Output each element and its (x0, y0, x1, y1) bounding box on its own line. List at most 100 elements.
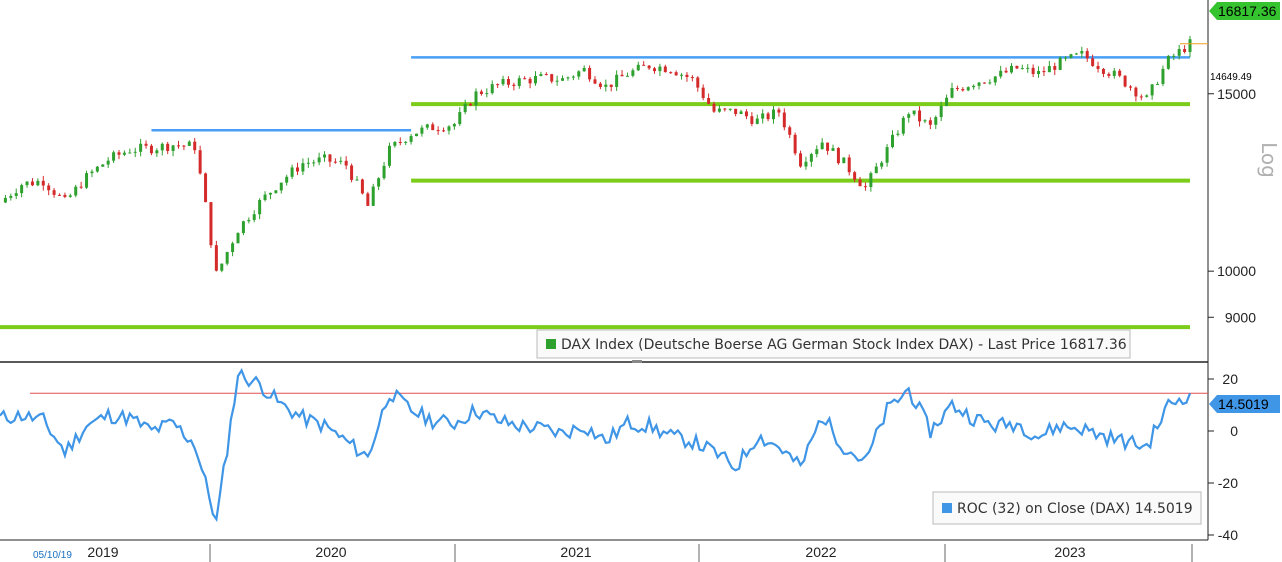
roc-y-tick-label: -20 (1218, 475, 1238, 491)
candle-body (1139, 96, 1143, 98)
candle-body (393, 142, 397, 146)
candle-body (555, 80, 559, 82)
candle-body (1080, 51, 1084, 54)
candle-body (539, 74, 543, 76)
candle-body (360, 179, 364, 194)
candle-body (582, 67, 586, 72)
candle-body (723, 108, 727, 110)
candle-body (247, 219, 251, 222)
candle-body (690, 77, 694, 79)
candle-body (333, 161, 337, 163)
candle-body (788, 127, 792, 135)
candle-body (355, 179, 359, 181)
candle-body (1069, 54, 1073, 58)
candle-body (528, 78, 532, 84)
candle-body (1129, 86, 1132, 88)
candle-body (766, 113, 770, 120)
candle-body (793, 134, 797, 154)
candle-body (1134, 87, 1138, 97)
candle-body (701, 87, 705, 99)
candle-body (490, 84, 494, 94)
roc-legend[interactable]: ROC (32) on Close (DAX) 14.5019 (932, 491, 1202, 525)
last-price-tag-bg (1209, 2, 1280, 20)
candle-body (1085, 51, 1089, 59)
candle-body (561, 78, 565, 81)
candle-body (1177, 49, 1181, 56)
candle-body (101, 164, 105, 167)
candle-body (874, 166, 878, 174)
candle-body (36, 180, 40, 186)
candle-body (945, 97, 949, 106)
candle-body (312, 162, 316, 164)
candle-body (63, 194, 67, 197)
roc-y-tick-label: -40 (1218, 527, 1238, 543)
candle-body (139, 143, 143, 152)
panel-resize-handle[interactable] (632, 360, 642, 363)
x-year-label: 2022 (805, 544, 836, 560)
candle-body (1156, 83, 1160, 85)
candle-body (761, 113, 765, 119)
candle-body (739, 111, 743, 114)
candle-body (663, 66, 667, 73)
candle-body (972, 85, 976, 88)
candle-body (799, 153, 803, 167)
candle-body (571, 76, 575, 78)
last-price-tag-text: 16817.36 (1218, 3, 1277, 19)
candle-body (387, 145, 391, 166)
candle-body (279, 182, 283, 191)
log-scale-label: Log (1257, 142, 1281, 178)
roc-legend-text: ROC (32) on Close (DAX) 14.5019 (957, 501, 1193, 517)
candle-body (955, 87, 959, 90)
candle-body (1031, 67, 1035, 75)
candle-body (858, 179, 862, 187)
candle-body (285, 176, 289, 183)
price-legend-text: DAX Index (Deutsche Boerse AG German Sto… (561, 337, 1127, 353)
candle-body (544, 74, 548, 76)
x-year-label: 2021 (560, 544, 591, 560)
candle-body (961, 89, 965, 91)
candle-body (128, 152, 132, 154)
candle-body (636, 64, 640, 71)
candle-body (415, 133, 418, 137)
candle-body (912, 110, 916, 115)
candle-body (1123, 75, 1127, 87)
candle-body (1096, 65, 1100, 69)
candle-body (642, 64, 646, 66)
candle-body (182, 145, 186, 147)
price-y-tick-label: 15000 (1217, 86, 1256, 102)
start-date-label: 05/10/19 (33, 550, 72, 561)
candle-body (1064, 57, 1068, 59)
candle-body (1183, 49, 1187, 53)
candle-body (1053, 66, 1057, 70)
candle-body (826, 142, 830, 151)
candle-body (425, 124, 429, 128)
candle-body (631, 70, 635, 76)
candle-body (442, 130, 446, 132)
candle-body (204, 173, 208, 203)
candle-body (1107, 73, 1111, 76)
candle-body (220, 263, 224, 271)
candle-body (750, 116, 754, 124)
candle-body (907, 114, 911, 118)
candle-body (566, 77, 570, 79)
candle-body (371, 186, 375, 206)
candle-body (842, 157, 846, 164)
candle-body (1074, 53, 1078, 55)
candle-body (647, 65, 651, 69)
candle-body (263, 194, 267, 201)
candle-body (993, 76, 997, 83)
candle-body (171, 145, 175, 151)
candle-body (891, 134, 894, 148)
candle-body (1161, 68, 1165, 84)
candle-body (728, 108, 732, 110)
candle-body (344, 160, 348, 166)
price-legend[interactable]: DAX Index (Deutsche Boerse AG German Sto… (536, 329, 1131, 359)
candle-body (350, 165, 354, 180)
candle-body (47, 185, 51, 191)
last-price-tag: 16817.36 (1209, 2, 1280, 20)
x-year-label: 2020 (315, 544, 346, 560)
candle-body (680, 74, 684, 76)
candle-body (258, 200, 262, 215)
candle-body (3, 197, 7, 203)
candle-body (1101, 68, 1105, 74)
